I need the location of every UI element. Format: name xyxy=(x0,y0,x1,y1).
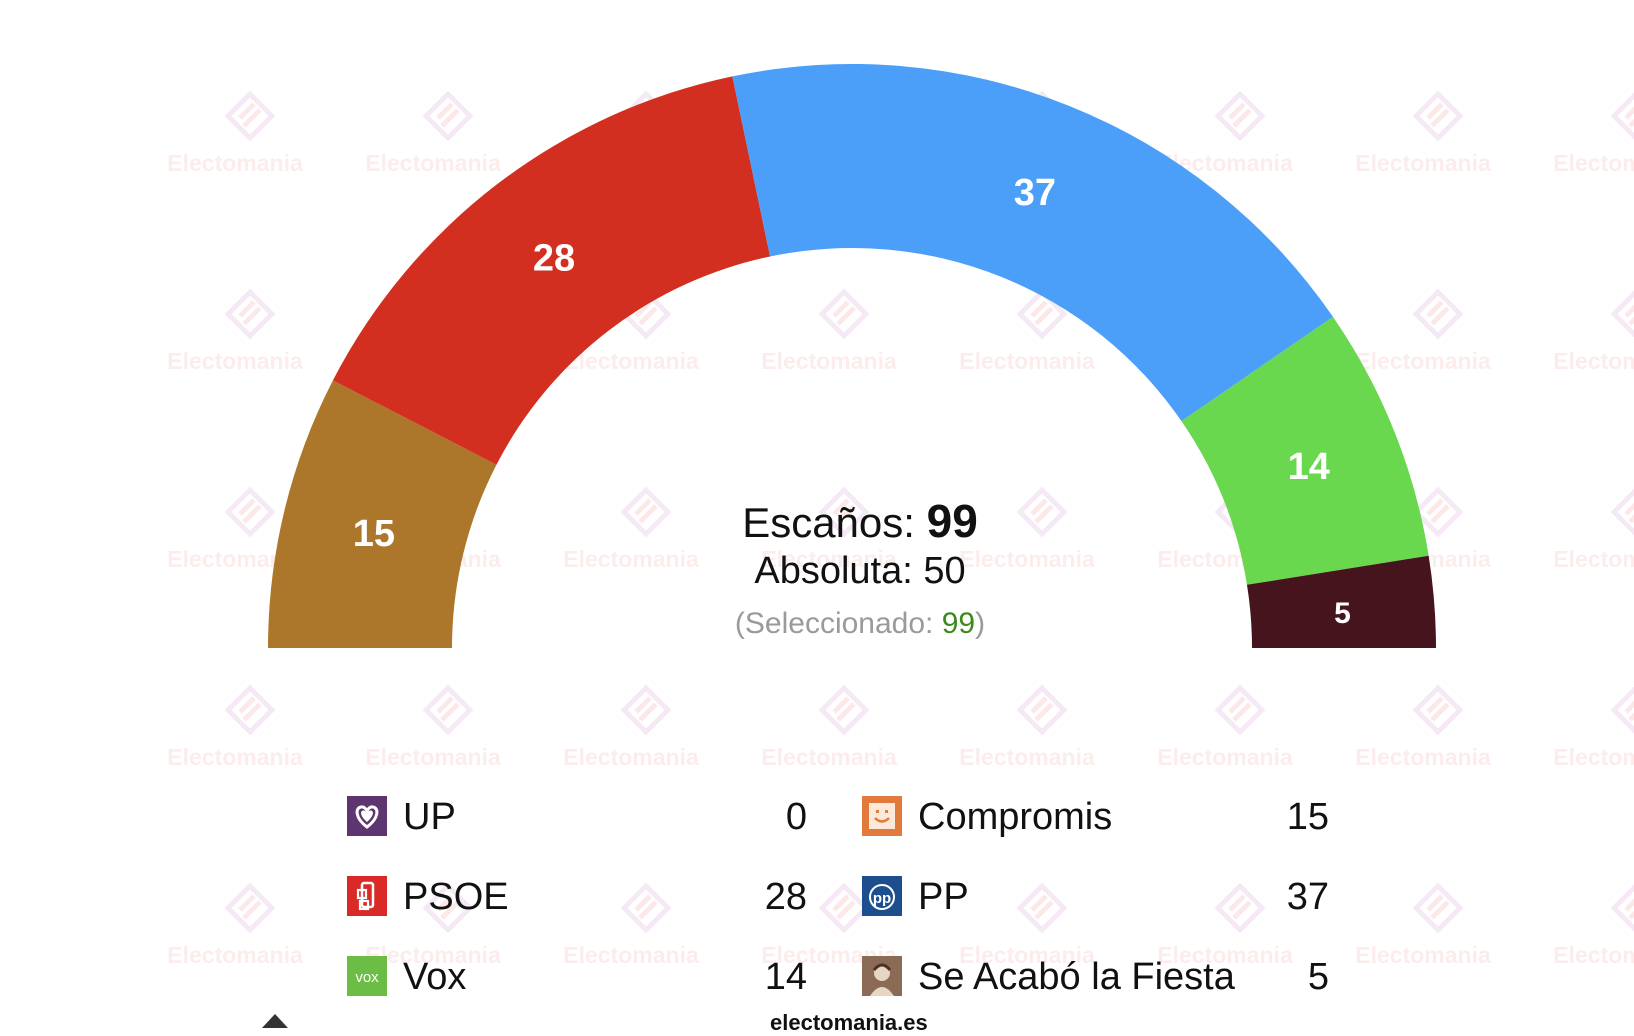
seat-arc-vox[interactable] xyxy=(1181,316,1429,585)
watermark-logo: Electomania xyxy=(1140,684,1340,794)
pp-logo-icon: pp xyxy=(862,876,902,916)
watermark-logo: Electomania xyxy=(150,684,350,794)
seat-label-vox: 14 xyxy=(1288,446,1330,488)
scroll-up-arrow-icon[interactable] xyxy=(262,1014,288,1028)
watermark-logo: Electomania xyxy=(1536,882,1634,992)
watermark-logo: Electomania xyxy=(942,684,1142,794)
watermark-logo: Electomania xyxy=(1536,684,1634,794)
up-heart-icon xyxy=(347,796,387,836)
legend-value-up: 0 xyxy=(785,796,807,838)
salf-portrait-icon xyxy=(862,956,902,996)
legend-item-psoe[interactable]: PSOE 28 xyxy=(347,876,807,922)
legend-label-psoe: PSOE xyxy=(403,876,509,918)
legend-item-salf[interactable]: Se Acabó la Fiesta 5 xyxy=(862,956,1329,1002)
seat-label-se-acab-la-fiesta: 5 xyxy=(1334,597,1351,630)
hemicycle-chart: 15 28 37 14 5 xyxy=(268,63,1436,648)
watermark-logo: Electomania xyxy=(150,882,350,992)
legend-value-pp: 37 xyxy=(1286,876,1329,918)
watermark-logo: Electomania xyxy=(1338,684,1538,794)
seat-label-psoe: 28 xyxy=(533,237,575,279)
seat-label-compromis: 15 xyxy=(353,513,395,555)
legend-value-vox: 14 xyxy=(764,956,807,998)
seat-label-pp: 37 xyxy=(1014,172,1056,214)
seat-arc-pp[interactable] xyxy=(732,63,1334,422)
legend-label-up: UP xyxy=(403,796,456,838)
selected-suffix: ) xyxy=(975,607,986,640)
vox-logo-icon: vox xyxy=(347,956,387,996)
watermark-logo: Electomania xyxy=(348,684,548,794)
legend-item-pp[interactable]: pp PP 37 xyxy=(862,876,1329,922)
legend-value-compromis: 15 xyxy=(1286,796,1329,838)
seats-value: 99 xyxy=(926,495,978,547)
footer-site-label: electomania.es xyxy=(770,1010,928,1035)
seats-label: Escaños: xyxy=(742,499,915,546)
watermark-logo: Electomania xyxy=(1338,882,1538,992)
legend-item-up[interactable]: UP 0 xyxy=(347,796,807,842)
seat-arc-compromis[interactable] xyxy=(268,380,497,648)
seat-arc-psoe[interactable] xyxy=(332,76,771,465)
watermark-logo: Electomania xyxy=(744,684,944,794)
selected-value: 99 xyxy=(941,607,976,640)
legend-label-vox: Vox xyxy=(403,956,467,998)
svg-text:vox: vox xyxy=(355,969,379,986)
seat-arc-se-acab-la-fiesta[interactable] xyxy=(1246,555,1436,648)
selected-prefix: (Seleccionado: xyxy=(734,607,934,640)
svg-text:pp: pp xyxy=(873,890,891,907)
majority-value: 50 xyxy=(923,550,966,592)
legend-item-compromis[interactable]: Compromis 15 xyxy=(862,796,1329,842)
selected-text: (Seleccionado: 99) xyxy=(660,607,1060,641)
watermark-logo: Electomania xyxy=(546,684,746,794)
legend-label-salf: Se Acabó la Fiesta xyxy=(918,956,1235,998)
total-seats-text: Escaños: 99 xyxy=(660,494,1060,548)
legend-value-salf: 5 xyxy=(1307,956,1329,998)
legend-item-vox[interactable]: vox Vox 14 xyxy=(347,956,807,1002)
compromis-face-icon xyxy=(862,796,902,836)
legend-label-pp: PP xyxy=(918,876,969,918)
legend-label-compromis: Compromis xyxy=(918,796,1113,838)
majority-label: Absoluta: xyxy=(754,550,913,592)
majority-text: Absoluta: 50 xyxy=(660,550,1060,593)
legend-value-psoe: 28 xyxy=(764,876,807,918)
psoe-rose-icon xyxy=(347,876,387,916)
